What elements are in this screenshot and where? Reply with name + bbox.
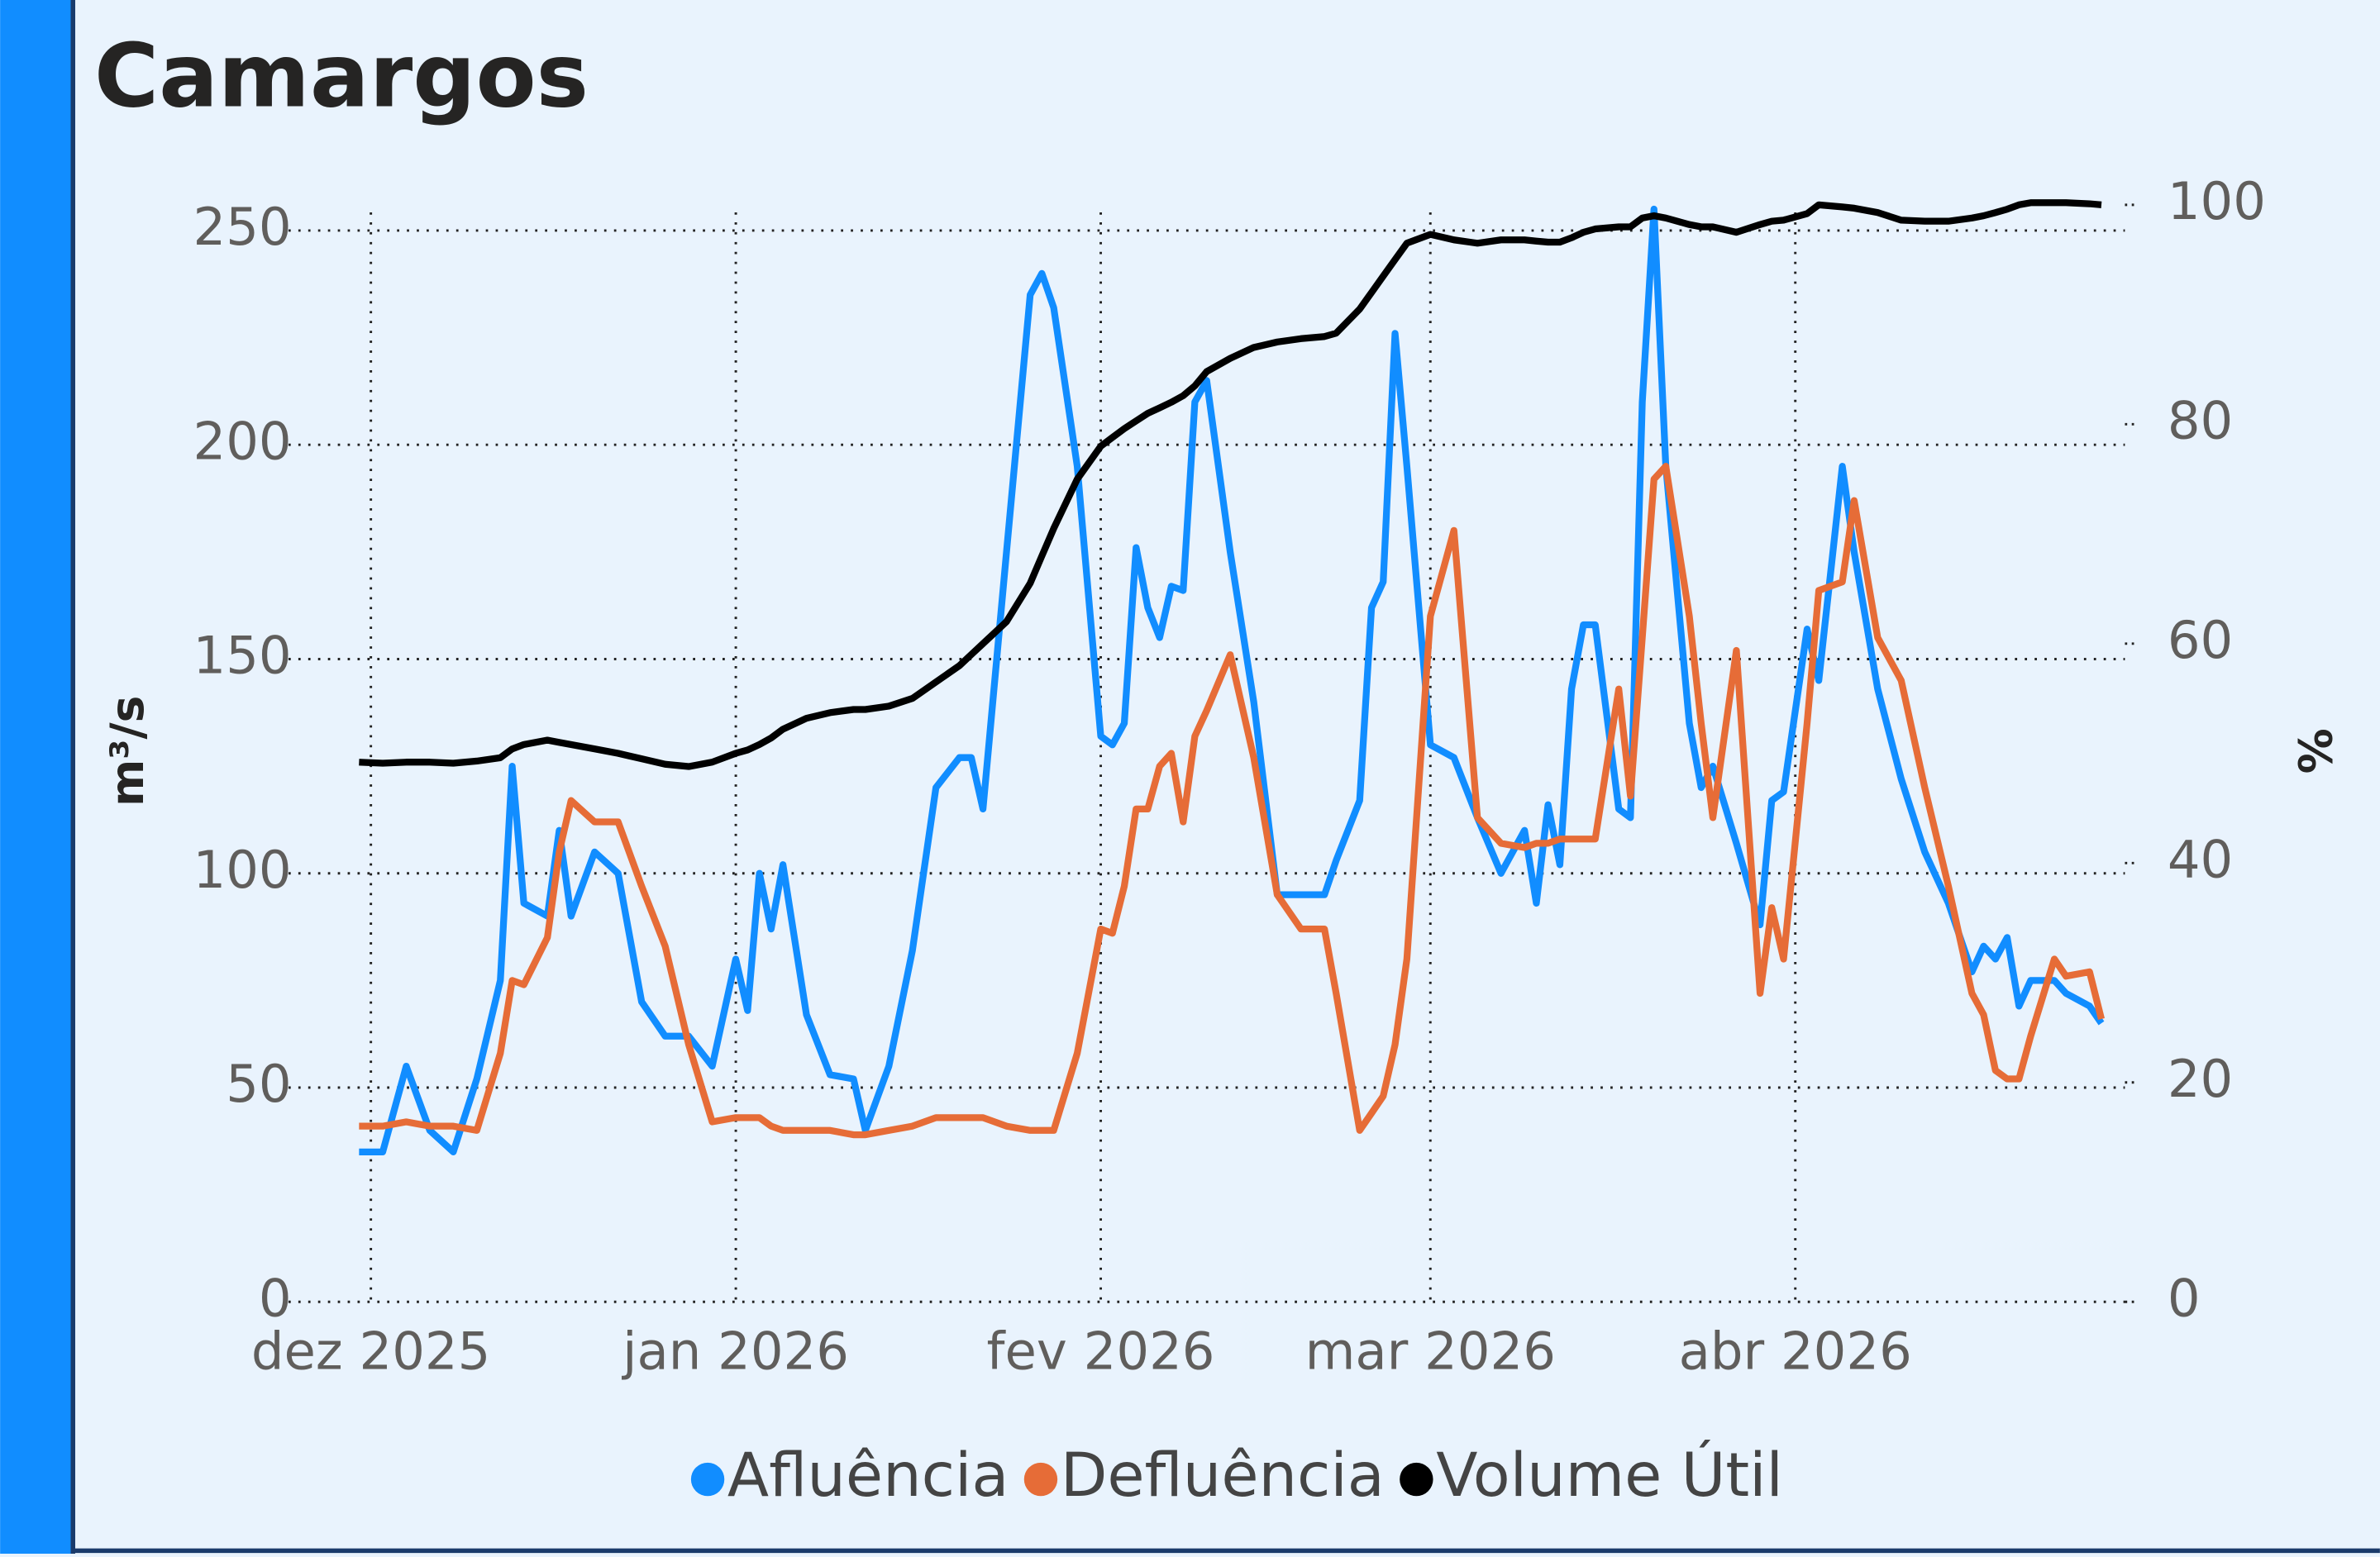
y-tick-label: 100 [193,840,292,900]
x-tick-label: mar 2026 [1305,1321,1556,1382]
y2-tick-label: 20 [2168,1049,2233,1109]
x-tick-label: abr 2026 [1679,1321,1912,1382]
x-tick-label: dez 2025 [251,1321,490,1382]
y2-tick-label: 40 [2168,829,2233,889]
legend-label: Afluência [727,1440,1009,1511]
series-line [359,199,2102,770]
legend-marker [690,1462,725,1497]
y2-axis-title: % [2290,728,2343,774]
accent-bar [0,0,74,1554]
legend-label: Defluência [1061,1440,1385,1511]
y-tick-label: 150 [193,626,292,686]
x-tick-label: jan 2026 [621,1321,849,1382]
legend-label: Volume Útil [1436,1440,1783,1511]
legend-marker [1400,1462,1433,1497]
y-tick-label: 200 [193,411,292,471]
series-line [359,463,2105,1139]
y-tick-label: 0 [259,1268,292,1328]
x-tick-label: fev 2026 [987,1321,1215,1382]
chart-title: Camargos [94,25,589,127]
y2-tick-label: 80 [2168,390,2233,450]
legend: Afluência Defluência Volume Útil [690,1440,1783,1511]
legend-marker [1023,1462,1058,1497]
y-tick-label: 250 [193,197,292,257]
y-axis-title: m³/s [101,696,154,807]
y-tick-label: 50 [226,1054,291,1114]
y2-tick-label: 60 [2168,610,2233,670]
y2-tick-label: 100 [2168,171,2266,231]
y2-tick-label: 0 [2168,1268,2201,1328]
